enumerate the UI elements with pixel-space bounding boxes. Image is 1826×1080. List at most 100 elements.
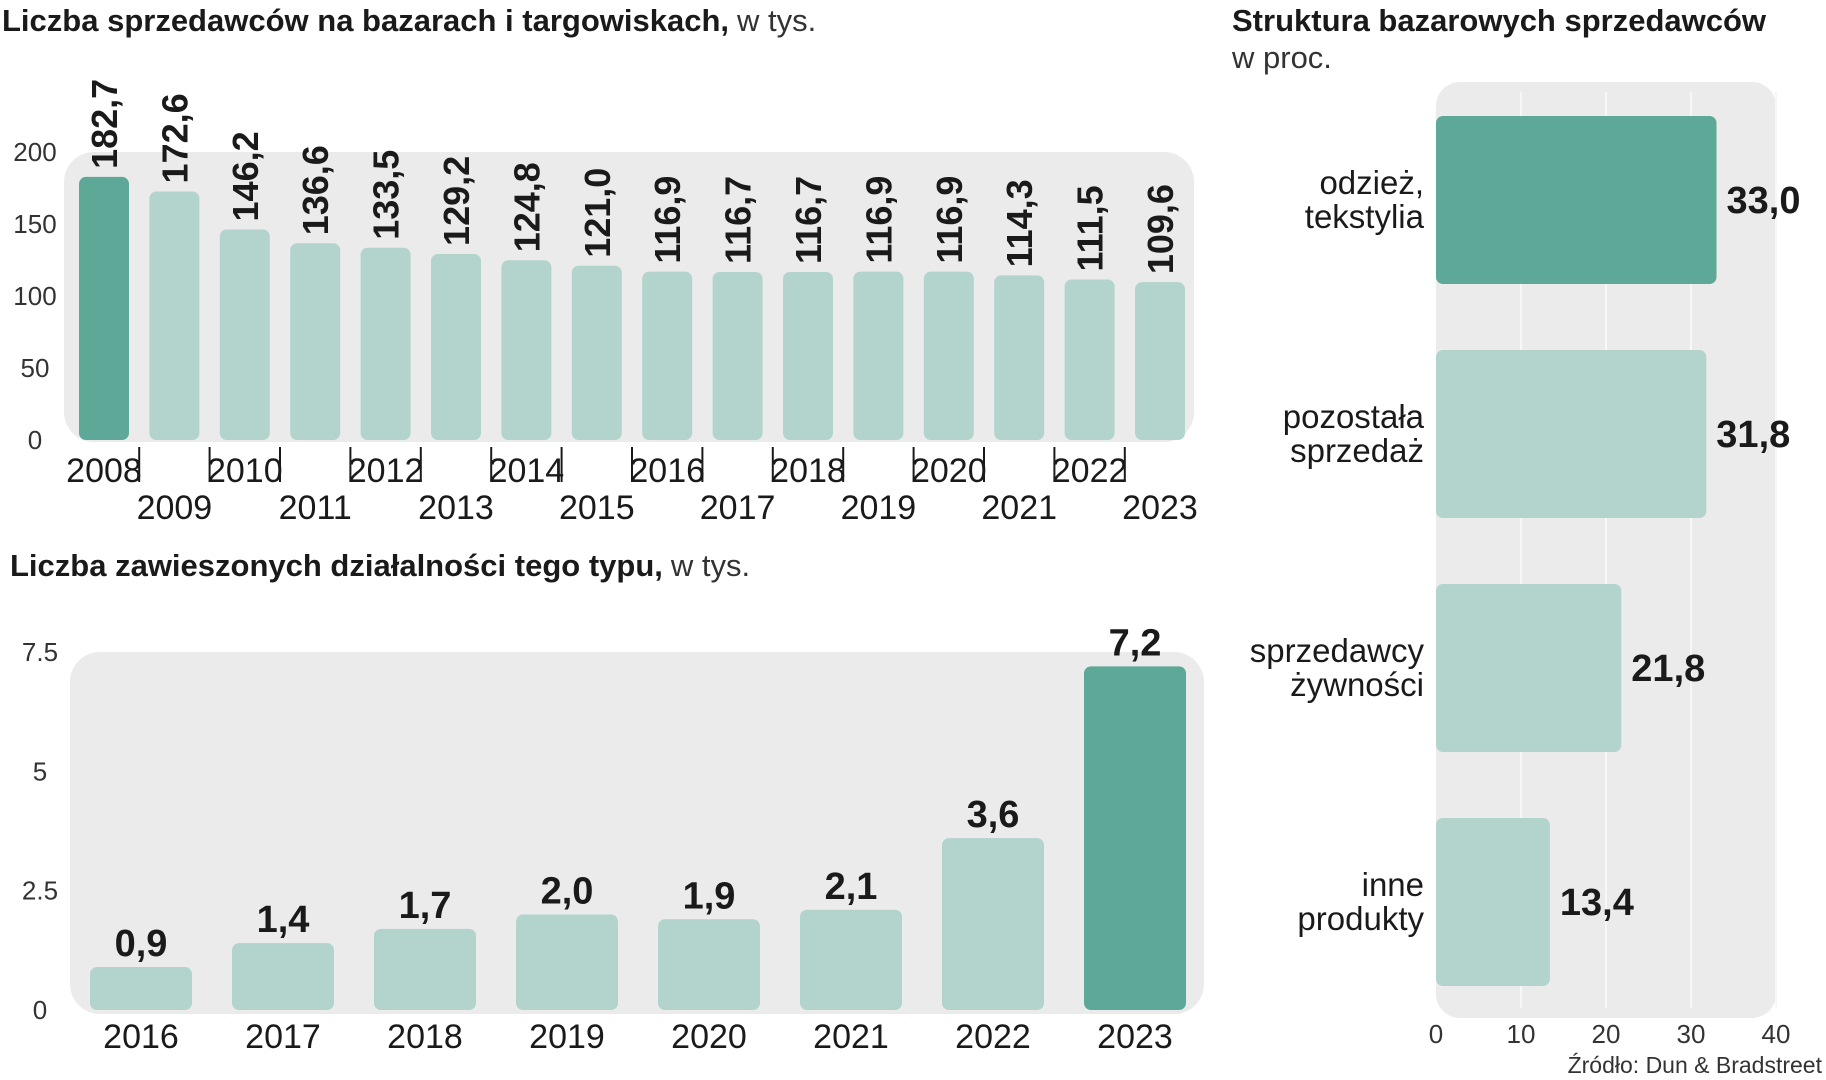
chart2-ytick: 2.5: [22, 876, 58, 906]
chart3-xtick: 30: [1677, 1019, 1706, 1049]
chart2-area: 0 2.5 5 7.5 0,9 2016 1,4 2017 1,7 2018 2,0 2019 1,9 2…: [22, 622, 1204, 1056]
chart3-value-label: 33,0: [1727, 180, 1801, 222]
chart1-xtick: 2019: [841, 489, 917, 527]
chart1-value-label: 172,6: [154, 93, 195, 183]
chart2-value-label: 1,4: [257, 899, 310, 941]
chart3-bar: [1436, 818, 1550, 986]
chart2-ytick: 5: [33, 756, 47, 786]
chart2-xtick: 2021: [813, 1018, 889, 1056]
chart3-category-label: sprzedaż: [1290, 432, 1424, 469]
chart3-category-label: żywności: [1290, 666, 1424, 703]
chart1-xtick: 2018: [770, 452, 846, 490]
chart3-title: Struktura bazarowych sprzedawców: [1232, 3, 1767, 38]
chart1-ytick: 100: [13, 281, 56, 311]
chart2-bar: [516, 914, 618, 1010]
chart1-value-label: 136,6: [295, 145, 336, 235]
chart1-bar: [79, 176, 129, 441]
chart3-value-label: 31,8: [1716, 414, 1790, 456]
chart2-bar: [658, 919, 760, 1010]
chart2-xtick: 2022: [955, 1018, 1031, 1056]
chart1-value-label: 129,2: [436, 156, 477, 246]
chart3-category-label: pozostała: [1283, 398, 1425, 435]
chart3-area: 0 10 20 30 40 33,0 odzież,tekstylia 31,8 pozosta…: [1250, 82, 1801, 1049]
chart3-category-label: tekstylia: [1305, 198, 1425, 235]
chart1-bar: [219, 229, 270, 440]
chart3-xtick: 0: [1429, 1019, 1443, 1049]
chart2-xtick: 2019: [529, 1018, 605, 1056]
chart1-value-label: 116,9: [858, 176, 899, 264]
chart2-bar: [1084, 666, 1186, 1010]
chart2-panel: [70, 652, 1204, 1014]
chart1-xtick: 2020: [911, 452, 987, 490]
chart1-xtick: 2011: [279, 489, 352, 527]
chart1-xtick: 2012: [348, 452, 424, 490]
chart1-value-label: 121,0: [577, 168, 618, 258]
chart2-ytick: 0: [33, 995, 47, 1025]
chart1-ytick: 0: [28, 425, 42, 455]
chart2-xtick: 2017: [245, 1018, 321, 1056]
chart1-ytick: 150: [13, 209, 56, 239]
chart3-category-label: inne: [1362, 866, 1424, 903]
chart1-bar: [783, 271, 833, 440]
chart2-xtick: 2018: [387, 1018, 463, 1056]
chart1-xtick: 2015: [559, 489, 635, 527]
chart3-category-label: sprzedawcy: [1250, 632, 1425, 669]
chart1-ytick: 50: [21, 353, 50, 383]
chart2-bar: [90, 967, 192, 1010]
chart3-bar: [1436, 116, 1717, 284]
chart1-bar: [712, 271, 763, 440]
source-note: Źródło: Dun & Bradstreet: [1568, 1052, 1823, 1078]
chart2-xtick: 2020: [671, 1018, 747, 1056]
chart1-bar: [994, 275, 1045, 440]
chart1-bar: [1135, 282, 1185, 440]
chart1-bar: [290, 243, 341, 440]
chart3-xtick: 20: [1592, 1019, 1621, 1049]
chart1-value-label: 116,9: [647, 176, 688, 264]
chart1-bar: [1064, 279, 1115, 440]
chart2-ytick: 7.5: [22, 637, 58, 667]
chart3-bar: [1436, 584, 1622, 752]
chart2-value-label: 3,6: [967, 794, 1020, 836]
chart1-xtick: 2022: [1052, 452, 1128, 490]
chart2-value-label: 0,9: [115, 923, 168, 965]
chart1-bar: [431, 253, 481, 440]
chart1-xtick: 2008: [66, 452, 142, 490]
chart2-value-label: 1,7: [399, 885, 452, 927]
chart1-bar: [853, 271, 904, 440]
chart1-area: 0 50 100 150 200 182,7 2008 172,6 2009 146,2 2010 1…: [13, 79, 1198, 527]
chart1-value-label: 116,9: [929, 176, 970, 264]
chart1-value-label: 146,2: [225, 131, 266, 221]
chart3-value-label: 13,4: [1560, 882, 1634, 924]
chart1-value-label: 133,5: [366, 150, 407, 240]
chart1-bar: [571, 265, 622, 440]
chart2-title: Liczba zawieszonych działalności tego ty…: [10, 548, 750, 583]
chart1-bar: [501, 260, 552, 440]
chart3-unit: w proc.: [1231, 40, 1332, 75]
chart1-xtick: 2013: [418, 489, 494, 527]
chart2-bar: [374, 928, 476, 1010]
chart2-bar: [800, 909, 902, 1010]
chart2-xtick: 2023: [1097, 1018, 1173, 1056]
chart1-bar: [642, 271, 693, 440]
chart1-xtick: 2009: [137, 489, 213, 527]
chart1-bar: [149, 191, 200, 440]
chart1-ytick: 200: [13, 137, 56, 167]
chart1-value-label: 124,8: [506, 162, 547, 252]
chart1-title: Liczba sprzedawców na bazarach i targowi…: [2, 3, 816, 38]
chart1-value-label: 116,7: [788, 176, 829, 264]
chart1-xtick: 2010: [207, 452, 283, 490]
chart3-value-label: 21,8: [1631, 648, 1705, 690]
chart1-xtick: 2017: [700, 489, 776, 527]
chart3-category-label: produkty: [1297, 900, 1424, 937]
chart1-bar: [923, 271, 974, 440]
chart3-category-label: odzież,: [1319, 164, 1424, 201]
chart1-value-label: 116,7: [718, 176, 759, 264]
chart2-bar: [942, 838, 1044, 1010]
chart1-bar: [360, 247, 411, 440]
chart1-value-label: 182,7: [84, 79, 125, 169]
chart2-value-label: 1,9: [683, 875, 736, 917]
chart3-bar: [1436, 350, 1707, 518]
chart3-xtick: 10: [1507, 1019, 1536, 1049]
